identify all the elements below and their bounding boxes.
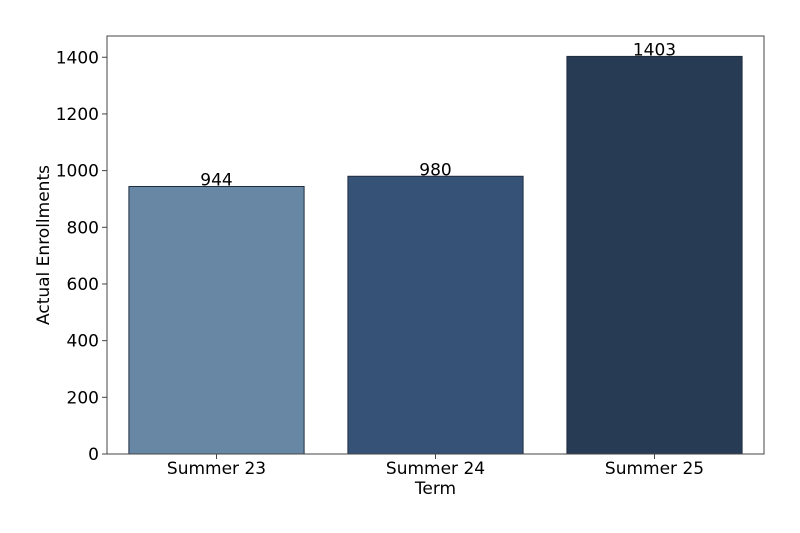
x-tick-label-1: Summer 23 bbox=[167, 459, 266, 479]
y-tick-label-800: 800 bbox=[67, 218, 99, 238]
plot-frame bbox=[106, 35, 765, 455]
y-tick-label-200: 200 bbox=[67, 388, 99, 408]
bar-2 bbox=[347, 175, 524, 455]
y-tick-label-1400: 1400 bbox=[56, 48, 99, 68]
y-axis-ticks: 0 200 400 600 800 1000 1200 1400 bbox=[56, 48, 107, 465]
x-axis-ticks: Summer 23 Summer 24 Summer 25 bbox=[167, 454, 704, 479]
bars-group bbox=[128, 55, 743, 455]
y-tick-label-600: 600 bbox=[67, 275, 99, 295]
y-tick-label-0: 0 bbox=[88, 445, 99, 465]
bar-3 bbox=[566, 55, 743, 455]
y-axis-title: Actual Enrollments bbox=[34, 165, 54, 325]
y-tick-label-1200: 1200 bbox=[56, 105, 99, 125]
x-tick-label-3: Summer 25 bbox=[605, 459, 704, 479]
data-label-1: 944 bbox=[200, 170, 232, 190]
data-label-2: 980 bbox=[419, 160, 451, 180]
x-tick-label-2: Summer 24 bbox=[386, 459, 485, 479]
y-tick-label-1000: 1000 bbox=[56, 162, 99, 182]
y-tick-label-400: 400 bbox=[67, 332, 99, 352]
x-axis-title: Term bbox=[414, 479, 456, 499]
data-label-3: 1403 bbox=[633, 40, 676, 60]
data-labels-group: 944 980 1403 bbox=[200, 40, 676, 190]
bar-1 bbox=[128, 185, 305, 455]
